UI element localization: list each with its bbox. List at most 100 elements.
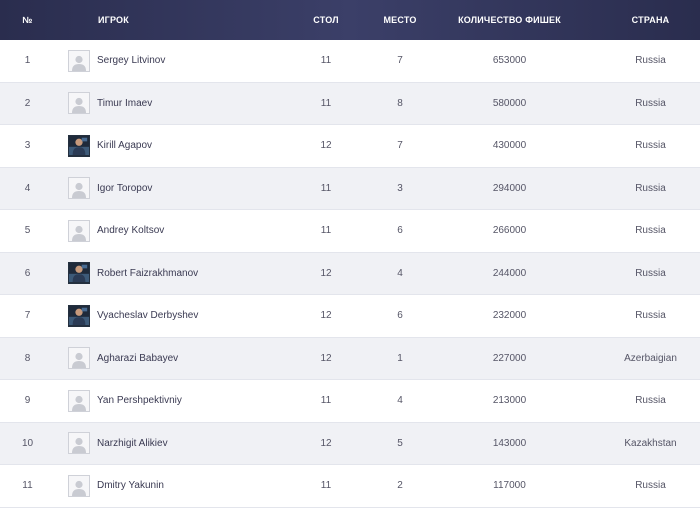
player-name[interactable]: Sergey Litvinov <box>97 55 166 67</box>
header-num[interactable]: № <box>22 15 33 25</box>
table-row[interactable]: 2 Timur Imaev 11 8 580000 Russia <box>0 82 700 125</box>
seat-number: 2 <box>397 480 403 492</box>
table-number: 12 <box>320 352 332 364</box>
placeholder-avatar-icon[interactable] <box>68 177 90 200</box>
header-place[interactable]: МЕСТО <box>383 15 417 25</box>
seat-number: 5 <box>397 437 403 449</box>
chip-count: 294000 <box>492 182 527 194</box>
player-name[interactable]: Robert Faizrakhmanov <box>97 267 199 279</box>
header-chips[interactable]: КОЛИЧЕСТВО ФИШЕК <box>458 15 561 25</box>
chip-count: 430000 <box>492 140 527 152</box>
player-cell: Sergey Litvinov <box>55 49 270 72</box>
country: Azerbaigian <box>624 352 677 364</box>
row-num: 6 <box>24 267 31 279</box>
header-country[interactable]: СТРАНА <box>631 15 670 25</box>
table-number: 11 <box>320 225 332 237</box>
player-name[interactable]: Narzhigit Alikiev <box>97 437 168 449</box>
header-table[interactable]: СТОЛ <box>313 15 339 25</box>
country: Russia <box>635 310 666 322</box>
player-photo[interactable] <box>68 134 90 157</box>
chip-count: 213000 <box>492 395 527 407</box>
player-name[interactable]: Dmitry Yakunin <box>97 480 164 492</box>
player-cell: Agharazi Babayev <box>55 347 270 370</box>
placeholder-avatar-icon[interactable] <box>68 92 90 115</box>
table-row[interactable]: 3 Kirill Agapov 12 7 430000 Russia <box>0 125 700 168</box>
chip-count: 232000 <box>492 310 527 322</box>
table-row[interactable]: 1 Sergey Litvinov 11 7 653000 Russia <box>0 40 700 83</box>
table-row[interactable]: 11 Dmitry Yakunin 11 2 117000 Russia <box>0 465 700 508</box>
player-name[interactable]: Kirill Agapov <box>97 140 153 152</box>
table-row[interactable]: 6 Robert Faizrakhmanov 12 4 244000 Russia <box>0 252 700 295</box>
row-num: 2 <box>24 97 31 109</box>
player-cell: Dmitry Yakunin <box>55 474 270 497</box>
placeholder-avatar-icon[interactable] <box>68 219 90 242</box>
row-num: 5 <box>24 225 31 237</box>
player-cell: Igor Toropov <box>55 177 270 200</box>
table-number: 11 <box>320 480 332 492</box>
table-number: 11 <box>320 182 332 194</box>
table-row[interactable]: 8 Agharazi Babayev 12 1 227000 Azerbaigian <box>0 337 700 380</box>
country: Kazakhstan <box>624 437 677 449</box>
table-row[interactable]: 4 Igor Toropov 11 3 294000 Russia <box>0 167 700 210</box>
player-name[interactable]: Vyacheslav Derbyshev <box>97 310 199 322</box>
player-cell: Kirill Agapov <box>55 134 270 157</box>
chip-count: 227000 <box>492 352 527 364</box>
player-name[interactable]: Andrey Koltsov <box>97 225 165 237</box>
player-photo[interactable] <box>68 262 90 285</box>
player-name[interactable]: Igor Toropov <box>97 182 153 194</box>
table-number: 11 <box>320 97 332 109</box>
player-name[interactable]: Timur Imaev <box>97 97 153 109</box>
seat-number: 3 <box>397 182 403 194</box>
seat-number: 6 <box>397 310 403 322</box>
country: Russia <box>635 480 666 492</box>
country: Russia <box>635 395 666 407</box>
country: Russia <box>635 267 666 279</box>
table-row[interactable]: 5 Andrey Koltsov 11 6 266000 Russia <box>0 210 700 253</box>
player-cell: Andrey Koltsov <box>55 219 270 242</box>
seat-number: 6 <box>397 225 403 237</box>
seat-number: 7 <box>397 140 403 152</box>
placeholder-avatar-icon[interactable] <box>68 474 90 497</box>
table-number: 12 <box>320 310 332 322</box>
table-row[interactable]: 7 Vyacheslav Derbyshev 12 6 232000 Russia <box>0 295 700 338</box>
seat-number: 7 <box>397 55 403 67</box>
table-header: № ИГРОК СТОЛ МЕСТО КОЛИЧЕСТВО ФИШЕК СТРА… <box>0 0 700 40</box>
chip-count: 653000 <box>492 55 527 67</box>
header-player[interactable]: ИГРОК <box>98 15 129 25</box>
placeholder-avatar-icon[interactable] <box>68 347 90 370</box>
chip-count: 580000 <box>492 97 527 109</box>
row-num: 9 <box>24 395 31 407</box>
table-number: 12 <box>320 140 332 152</box>
row-num: 7 <box>24 310 31 322</box>
seat-number: 1 <box>397 352 403 364</box>
row-num: 4 <box>24 182 31 194</box>
country: Russia <box>635 97 666 109</box>
table-number: 12 <box>320 267 332 279</box>
player-cell: Yan Pershpektivniy <box>55 389 270 412</box>
table-row[interactable]: 10 Narzhigit Alikiev 12 5 143000 Kazakhstan <box>0 422 700 465</box>
player-name[interactable]: Yan Pershpektivniy <box>97 395 182 407</box>
placeholder-avatar-icon[interactable] <box>68 49 90 72</box>
player-photo[interactable] <box>68 304 90 327</box>
seat-number: 4 <box>397 395 403 407</box>
row-num: 11 <box>22 480 33 492</box>
seat-number: 8 <box>397 97 403 109</box>
country: Russia <box>635 140 666 152</box>
seat-number: 4 <box>397 267 403 279</box>
table-number: 11 <box>320 395 332 407</box>
chip-count: 143000 <box>492 437 527 449</box>
placeholder-avatar-icon[interactable] <box>68 389 90 412</box>
row-num: 8 <box>24 352 31 364</box>
player-cell: Timur Imaev <box>55 92 270 115</box>
chip-count: 117000 <box>493 480 526 492</box>
row-num: 1 <box>24 55 31 67</box>
table-number: 11 <box>320 55 332 67</box>
player-name[interactable]: Agharazi Babayev <box>97 352 179 364</box>
chip-count: 266000 <box>492 225 527 237</box>
country: Russia <box>635 55 666 67</box>
table-number: 12 <box>320 437 332 449</box>
table-row[interactable]: 9 Yan Pershpektivniy 11 4 213000 Russia <box>0 380 700 423</box>
country: Russia <box>635 225 666 237</box>
chip-count: 244000 <box>492 267 527 279</box>
placeholder-avatar-icon[interactable] <box>68 432 90 455</box>
